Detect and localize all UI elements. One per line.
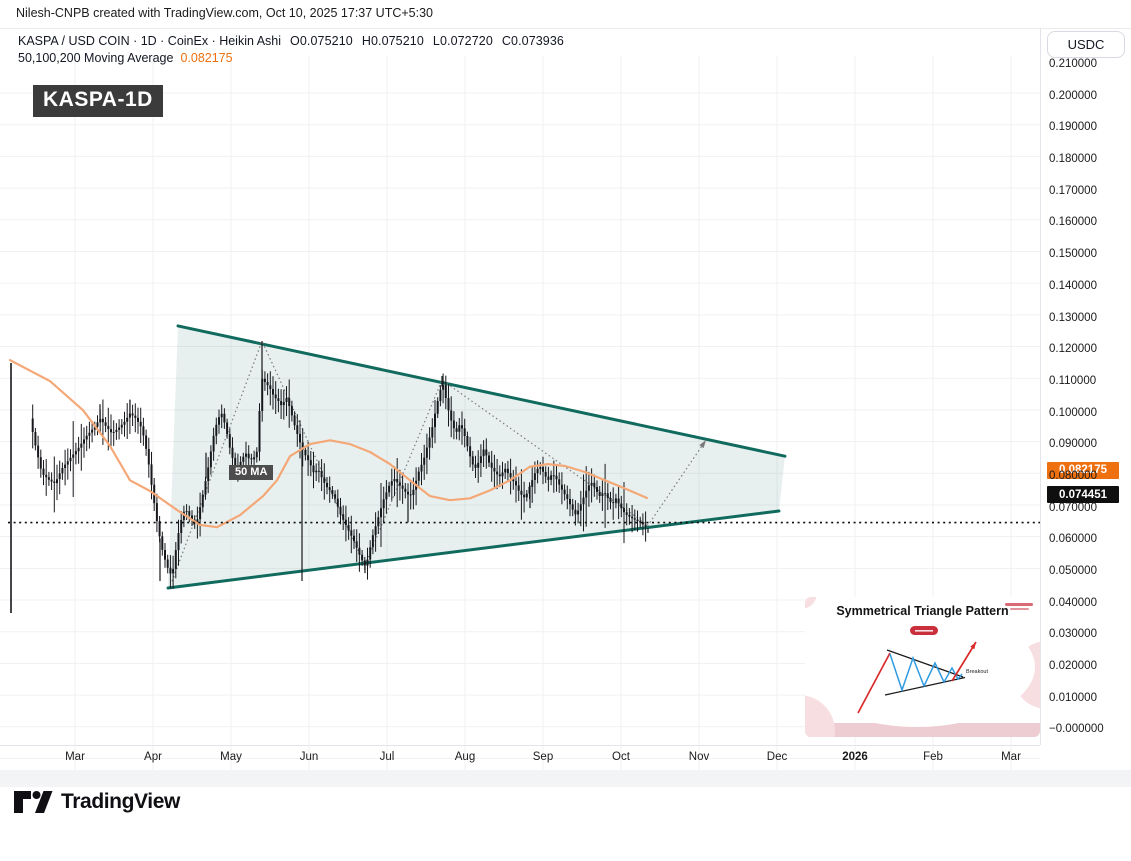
- price-tick-label: 0.120000: [1049, 343, 1097, 356]
- ohlc-open: O0.075210: [290, 34, 353, 48]
- price-tick-label: 0.040000: [1049, 596, 1097, 609]
- price-tick-label: 0.210000: [1049, 58, 1097, 70]
- time-tick-label: 2026: [842, 751, 868, 763]
- last-price-badge: 0.074451: [1047, 486, 1119, 504]
- price-tick-label: 0.080000: [1049, 469, 1097, 482]
- time-tick-label: Mar: [1001, 751, 1021, 763]
- inset-title: Symmetrical Triangle Pattern: [836, 604, 1009, 618]
- chart-canvas[interactable]: [0, 28, 1131, 861]
- inset-pattern-illustration: Breakout: [805, 597, 1040, 737]
- inset-bottom-strip: [805, 723, 1040, 737]
- price-tick-label: 0.130000: [1049, 311, 1097, 324]
- time-tick-label: Jun: [299, 751, 319, 763]
- inset-uptrend-line: [857, 652, 891, 714]
- inset-watermark-sub-icon: [1010, 608, 1029, 610]
- price-tick-label: −0.000000: [1049, 723, 1104, 736]
- time-tick-label: Feb: [923, 751, 943, 763]
- chart-pane[interactable]: [0, 28, 1040, 773]
- price-tick-label: 0.110000: [1049, 374, 1097, 387]
- inset-pattern-card: Breakout Symmetrical Triangle Pattern: [805, 597, 1040, 737]
- price-tick-label: 0.010000: [1049, 691, 1097, 704]
- inset-blob-top-left: [805, 597, 817, 609]
- time-tick-label: Oct: [612, 751, 630, 763]
- time-tick-label: Dec: [766, 751, 788, 763]
- time-tick-label: Sep: [532, 751, 554, 763]
- price-tick-label: 0.060000: [1049, 533, 1097, 546]
- ohlc-close: C0.073936: [501, 34, 564, 48]
- price-tick-label: 0.200000: [1049, 89, 1097, 102]
- ma-legend: 50,100,200 Moving Average 0.082175: [18, 51, 233, 65]
- header-divider: [0, 28, 1131, 29]
- time-scale[interactable]: Mar Apr May Jun Jul Aug Sep Oct Nov Dec 2026 Feb Mar: [0, 745, 1040, 771]
- price-scale[interactable]: 0.082175 0.074451 0.210000 0.200000 0.1900…: [1040, 28, 1131, 745]
- inset-breakout-arrowhead-icon: [970, 642, 976, 650]
- footer-band: [0, 770, 1131, 787]
- price-tick-label: 0.020000: [1049, 660, 1097, 673]
- inset-watermark-icon: [1005, 603, 1033, 606]
- tradingview-logo-link[interactable]: TradingView: [13, 789, 180, 815]
- ma-legend-label: 50,100,200 Moving Average: [18, 51, 174, 65]
- ma-50-tag: 50 MA: [229, 465, 274, 480]
- price-tick-label: 0.180000: [1049, 153, 1097, 166]
- price-tick-label: 0.160000: [1049, 216, 1097, 229]
- symbol-title: KASPA / USD COIN · 1D · CoinEx · Heikin …: [18, 34, 282, 48]
- time-tick-label: Jul: [379, 751, 395, 763]
- price-tick-label: 0.190000: [1049, 121, 1097, 134]
- inset-triangle-upper-line: [886, 649, 964, 678]
- time-tick-label: May: [220, 751, 242, 763]
- price-tick-label: 0.030000: [1049, 628, 1097, 641]
- time-tick-label: Mar: [65, 751, 85, 763]
- ohlc-high: H0.075210: [361, 34, 424, 48]
- price-tick-label: 0.090000: [1049, 438, 1097, 451]
- price-tick-label: 0.070000: [1049, 501, 1097, 514]
- inset-blob-bottom-left: [805, 695, 835, 737]
- tradingview-logo-icon: [14, 791, 53, 813]
- inset-breakout-line: [951, 641, 977, 682]
- time-tick-label: Nov: [688, 751, 710, 763]
- inset-pill-text-mark: [915, 630, 933, 632]
- currency-toggle-button[interactable]: USDC: [1047, 31, 1125, 58]
- time-tick-label: Aug: [454, 751, 476, 763]
- time-tick-label: Apr: [144, 751, 162, 763]
- tradingview-logo-text: TradingView: [61, 790, 180, 813]
- attribution-text: Nilesh-CNPB created with TradingView.com…: [16, 6, 433, 20]
- price-tick-label: 0.100000: [1049, 406, 1097, 419]
- price-tick-label: 0.050000: [1049, 565, 1097, 578]
- ma-legend-value: 0.082175: [180, 51, 233, 65]
- ma-price-badge: 0.082175: [1047, 461, 1119, 479]
- price-tick-label: 0.170000: [1049, 184, 1097, 197]
- ohlc-low: L0.072720: [432, 34, 493, 48]
- price-tick-label: 0.140000: [1049, 279, 1097, 292]
- symbol-annotation-box: KASPA-1D: [33, 85, 163, 117]
- inset-white-field: [805, 607, 1035, 727]
- chart-legend: KASPA / USD COIN · 1D · CoinEx · Heikin …: [18, 34, 564, 48]
- price-tick-label: 0.150000: [1049, 248, 1097, 261]
- inset-breakout-label: Breakout: [966, 669, 988, 675]
